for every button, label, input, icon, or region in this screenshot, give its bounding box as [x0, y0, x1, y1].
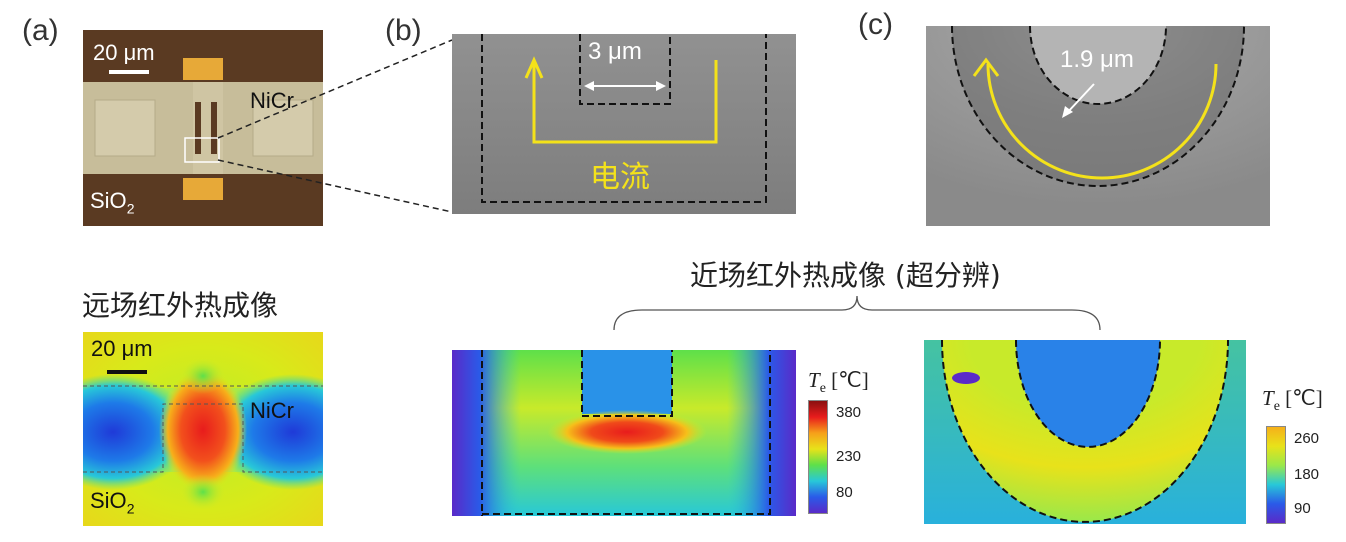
- colorbar-2-tick-high: 260: [1294, 430, 1320, 447]
- colorbar-1-tick-low: 80: [836, 484, 853, 501]
- panel-b-label: (b): [385, 14, 422, 47]
- near-field-heading: 近场红外热成像 (超分辨): [690, 259, 1001, 292]
- radius-label-c: 1.9 μm: [1060, 46, 1134, 73]
- width-label-b: 3 μm: [588, 38, 642, 65]
- near-field-thermal-image-1: [452, 350, 796, 516]
- far-field-heading: 远场红外热成像: [82, 289, 279, 322]
- sem-image-c: [926, 26, 1270, 226]
- colorbar-1-title: Te [℃]: [808, 368, 869, 397]
- nicr-label-a: NiCr: [250, 88, 294, 113]
- scale-bar-label-a: 20 μm: [93, 40, 155, 65]
- far-field-thermal-image: [83, 332, 323, 526]
- colorbar-1-tick-mid: 230: [836, 448, 862, 465]
- scale-bar-label-ff: 20 μm: [91, 336, 153, 361]
- sem-image-b: [452, 34, 796, 214]
- colorbar-2-tick-low: 90: [1294, 500, 1311, 517]
- sio2-label-ff: SiO2: [90, 488, 135, 517]
- near-field-thermal-image-2: [924, 340, 1246, 524]
- near-field-brace: [612, 292, 1102, 332]
- current-label: 电流: [590, 160, 650, 195]
- panel-a-label: (a): [22, 14, 59, 47]
- nicr-label-ff: NiCr: [250, 398, 294, 423]
- panel-c-label: (c): [858, 8, 893, 41]
- sio2-label-a: SiO2: [90, 188, 135, 217]
- colorbar-2-scale: [1266, 426, 1286, 524]
- colorbar-2-tick-mid: 180: [1294, 466, 1320, 483]
- colorbar-1-tick-high: 380: [836, 404, 862, 421]
- colorbar-2-title: Te [℃]: [1262, 386, 1323, 415]
- colorbar-1-scale: [808, 400, 828, 514]
